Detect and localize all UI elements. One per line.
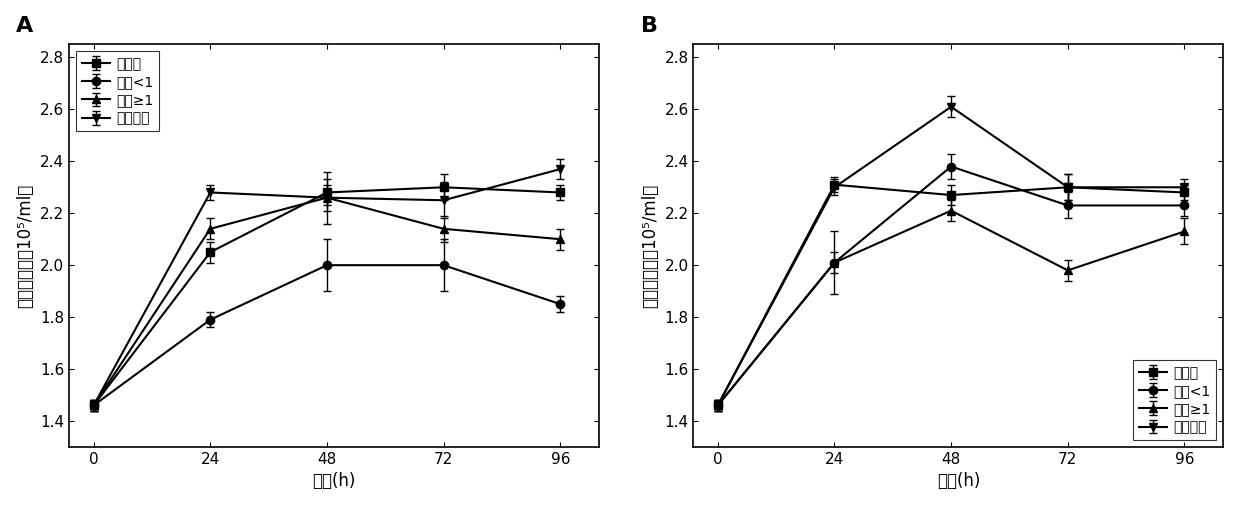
Text: B: B (641, 16, 657, 37)
Legend: 对照组, 粒径<1, 粒径≥1, 总颗粒物: 对照组, 粒径<1, 粒径≥1, 总颗粒物 (1133, 360, 1216, 440)
Text: A: A (16, 16, 33, 37)
X-axis label: 时间(h): 时间(h) (936, 473, 980, 490)
Y-axis label: 藻细胞数量（10⁵/ml）: 藻细胞数量（10⁵/ml） (641, 184, 658, 308)
X-axis label: 时间(h): 时间(h) (312, 473, 356, 490)
Y-axis label: 藻细胞数量（10⁵/ml）: 藻细胞数量（10⁵/ml） (16, 184, 35, 308)
Legend: 对照组, 粒径<1, 粒径≥1, 总颗粒物: 对照组, 粒径<1, 粒径≥1, 总颗粒物 (77, 51, 160, 131)
